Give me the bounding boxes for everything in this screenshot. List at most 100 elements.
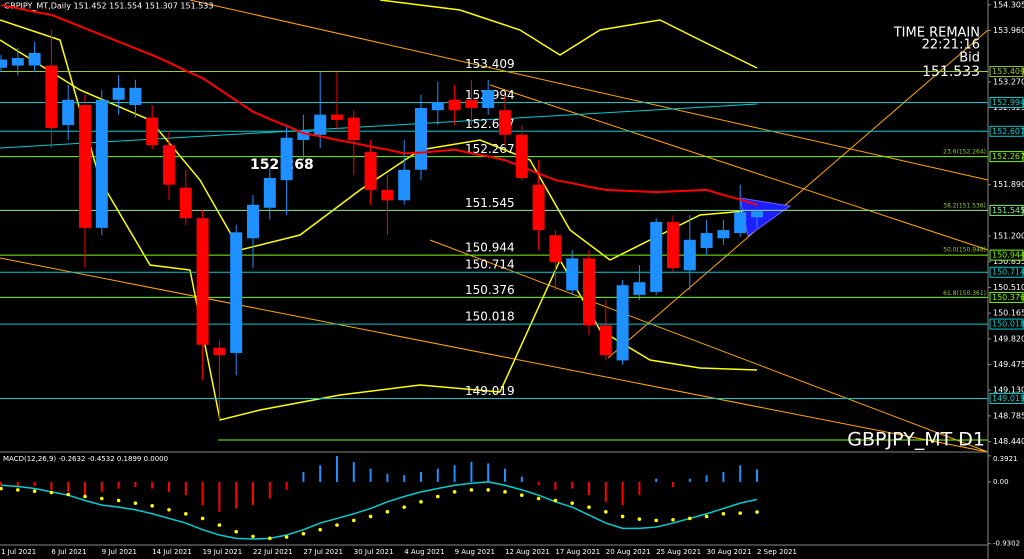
level-axis-label: 150.944: [992, 251, 1024, 260]
histogram-bar: [201, 481, 204, 506]
histogram-bar: [470, 461, 473, 482]
histogram-bar: [117, 481, 120, 489]
x-tick-label: 6 Jul 2021: [51, 548, 86, 556]
signal-dot: [654, 518, 658, 523]
histogram-bar: [420, 471, 422, 482]
level-box: [989, 291, 1024, 303]
histogram-bar: [100, 481, 103, 492]
y-tick-label: 149.130: [993, 386, 1024, 395]
y-tick-label: 149.475: [993, 360, 1024, 369]
level-box: [989, 204, 1024, 216]
histogram-bar: [33, 481, 36, 486]
level-box: [989, 66, 1024, 78]
signal-dot: [234, 529, 238, 534]
candle-body: [532, 184, 545, 231]
candle-body: [398, 169, 411, 201]
signal-dot: [150, 504, 154, 508]
histogram-bar: [604, 481, 607, 502]
signal-dot: [704, 514, 709, 519]
level-label: 151.545: [465, 196, 515, 210]
signal-dot: [385, 509, 390, 514]
candle-body: [297, 130, 310, 140]
signal-dot: [66, 492, 70, 497]
signal-dot: [436, 494, 440, 499]
candle-body: [263, 177, 276, 208]
signal-dot: [671, 517, 675, 522]
candle-body: [583, 258, 595, 326]
signal-dot: [721, 511, 726, 516]
histogram-bar: [84, 481, 86, 496]
x-tick-label: 14 Jul 2021: [152, 548, 192, 556]
x-tick-label: 27 Jul 2021: [303, 548, 343, 556]
level-axis-label: 150.376: [992, 293, 1024, 302]
histogram-bar: [67, 481, 70, 492]
candle-body: [196, 218, 209, 345]
fib-label: 23.6(152.264): [943, 148, 986, 155]
candle-body: [347, 117, 360, 140]
signal-dot: [368, 514, 373, 519]
channel-line: [0, 103, 758, 149]
signal-dot: [184, 511, 188, 516]
signal-dot: [217, 523, 222, 527]
chart-header: GBPJPY_MT,Daily 151.452 151.554 151.307 …: [4, 2, 213, 11]
signal-dot: [536, 496, 541, 501]
candle-body: [482, 90, 495, 108]
candle-body: [717, 230, 730, 239]
level-axis-label: 150.714: [992, 268, 1024, 277]
signal-dot: [0, 486, 3, 491]
candle-body: [549, 235, 562, 263]
candle-body: [734, 212, 747, 234]
histogram-bar: [739, 465, 742, 482]
histogram-bar: [487, 463, 490, 482]
signal-dot: [100, 496, 104, 501]
candle-body: [633, 282, 646, 295]
x-tick-label: 12 Aug 2021: [505, 548, 550, 556]
x-tick-label: 9 Jul 2021: [102, 548, 137, 556]
level-axis-label: 149.019: [992, 394, 1024, 403]
candle-body: [179, 187, 192, 219]
trendline: [429, 239, 989, 453]
histogram-bar: [50, 481, 53, 490]
candle-body: [213, 347, 226, 356]
signal-dot: [402, 505, 407, 509]
y-tick-label: 150.855: [993, 257, 1024, 266]
y-tick-label: 0.3921: [993, 455, 1018, 463]
histogram-bar: [403, 475, 406, 482]
x-tick-label: 22 Jul 2021: [253, 548, 293, 556]
fib-label: 50.0(150.948): [943, 246, 986, 253]
histogram-bar: [588, 481, 590, 496]
level-axis-label: 151.545: [992, 206, 1024, 215]
candle-body: [381, 189, 394, 201]
signal-dot: [200, 516, 205, 521]
y-tick-label: 0.00: [993, 478, 1009, 486]
candle-body: [112, 87, 125, 100]
x-tick-label: 30 Aug 2021: [707, 548, 752, 556]
level-axis-label: 152.994: [992, 98, 1024, 107]
signal-dot: [352, 518, 356, 523]
histogram-bar: [436, 468, 439, 482]
candle-body: [146, 117, 159, 146]
y-tick-label: 153.270: [993, 77, 1024, 86]
signal-dot: [486, 488, 491, 492]
signal-dot: [32, 489, 37, 493]
info-text: TIME REMAIN: [893, 26, 980, 41]
signal-dot: [251, 534, 255, 539]
candle-body: [230, 232, 243, 353]
signal-dot: [83, 494, 87, 499]
signal-dot: [688, 516, 692, 521]
y-tick-label: 151.890: [993, 180, 1024, 189]
x-tick-label: 30 Jul 2021: [354, 548, 394, 556]
histogram-bar: [336, 455, 338, 482]
candle-body: [566, 258, 579, 291]
trendline: [607, 29, 989, 359]
histogram-bar: [184, 481, 187, 496]
level-label: 149.019: [465, 384, 515, 398]
signal-dot: [167, 507, 171, 512]
histogram-bar: [252, 481, 254, 506]
histogram-bar: [386, 473, 389, 482]
signal-dot: [553, 498, 558, 503]
level-box: [989, 151, 1024, 163]
signal-dot: [604, 509, 608, 514]
x-tick-label: 19 Jul 2021: [203, 548, 243, 556]
signal-dot: [301, 531, 306, 536]
